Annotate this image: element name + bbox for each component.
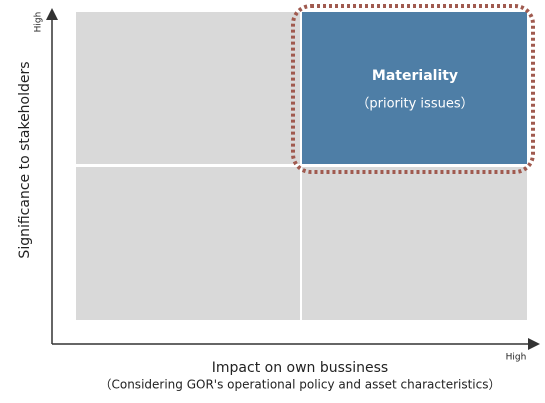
quadrant-bottom-left <box>76 167 300 320</box>
quadrant-top-left <box>76 12 300 164</box>
highlight-border <box>291 4 535 174</box>
x-high-label: High <box>506 353 527 363</box>
materiality-title: Materiality <box>372 68 458 84</box>
quadrant-materiality <box>302 12 527 164</box>
y-axis-label: Significance to stakeholders <box>17 61 33 258</box>
y-high-label: High <box>34 12 44 33</box>
x-axis-sublabel: （Considering GOR's operational policy an… <box>99 378 500 392</box>
quadrant-bottom-right <box>302 167 527 320</box>
materiality-subtitle: （priority issues） <box>356 97 473 112</box>
x-axis-label: Impact on own bussiness <box>212 360 388 376</box>
